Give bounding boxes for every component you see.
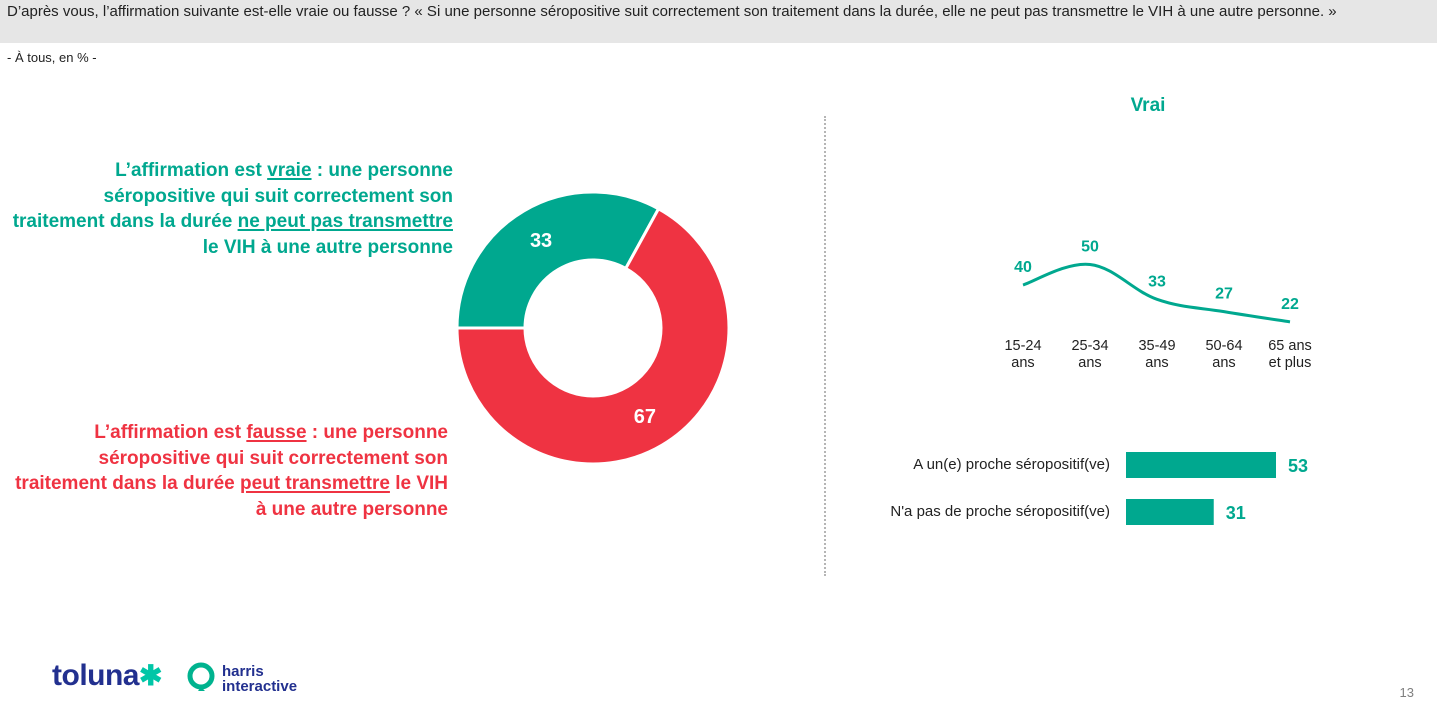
- toluna-logo: toluna✱: [52, 659, 162, 693]
- label-vraie-underline1: vraie: [267, 160, 312, 181]
- question-text: D’après vous, l’affirmation suivante est…: [7, 3, 1337, 20]
- toluna-logo-text: toluna: [52, 659, 140, 692]
- line-value-label: 22: [1281, 296, 1299, 313]
- line-value-label: 33: [1148, 273, 1166, 290]
- harris-logo-line1: harris: [222, 663, 264, 680]
- label-fausse-part3: le VIH à une autre personne: [255, 473, 448, 521]
- bar-value-label: 53: [1288, 456, 1308, 476]
- harris-ring-icon: [187, 662, 215, 691]
- line-x-tick-label: 35-49 ans: [1138, 338, 1175, 371]
- line-chart-title: Vrai: [1130, 95, 1166, 116]
- line-value-label: 27: [1215, 286, 1233, 303]
- label-fausse-part2: : une personne séropositive qui suit cor…: [15, 422, 448, 495]
- donut-value-label: 67: [634, 406, 656, 428]
- label-fausse: L’affirmation est fausse : une personne …: [10, 420, 448, 523]
- donut-slice-fausse: [455, 206, 731, 466]
- bar-value-label: 31: [1226, 503, 1246, 523]
- label-fausse-underline1: fausse: [246, 422, 307, 443]
- line-x-tick-label: 15-24 ans: [1004, 338, 1041, 371]
- line-chart: 40 50 33 27 22 15-24 ans 25-34 ans 35-49 ans 50-64 a…: [1004, 239, 1312, 372]
- harris-logo: harris interactive: [222, 664, 297, 694]
- bar-pas-proche: [1126, 499, 1214, 525]
- asterisk-icon: ✱: [139, 660, 162, 691]
- label-vraie-part2: : une personne séropositive qui suit cor…: [12, 160, 453, 233]
- bar-proche: [1126, 452, 1276, 478]
- section-divider: [824, 116, 826, 576]
- line-x-tick-label: 25-34 ans: [1071, 338, 1108, 371]
- scope-note: - À tous, en % -: [7, 50, 97, 65]
- line-x-tick-label: 50-64 ans: [1205, 338, 1242, 371]
- line-series-vrai: [1022, 262, 1291, 324]
- label-vraie-part3: le VIH à une autre personne: [202, 237, 453, 259]
- bar-label-proche: A un(e) proche séropositif(ve): [913, 456, 1110, 473]
- harris-logo-line2: interactive: [222, 678, 298, 695]
- line-value-label: 50: [1081, 239, 1099, 256]
- label-fausse-part1: L’affirmation est: [94, 422, 247, 443]
- donut-value-label: 33: [530, 230, 552, 252]
- page-number: 13: [1399, 685, 1414, 700]
- label-vraie-underline2: ne peut pas transmettre: [237, 211, 453, 233]
- donut-chart: 33 67: [455, 190, 731, 466]
- label-fausse-underline2: peut transmettre: [240, 473, 390, 495]
- question-banner: [0, 0, 1437, 43]
- line-x-tick-label: 65 ans et plus: [1268, 338, 1312, 371]
- donut-slice-vraie: [455, 190, 661, 330]
- line-value-label: 40: [1014, 259, 1032, 276]
- label-vraie-part1: L’affirmation est: [115, 160, 268, 181]
- label-vraie: L’affirmation est vraie : une personne s…: [10, 158, 453, 261]
- bar-label-pas-proche: N'a pas de proche séropositif(ve): [890, 503, 1110, 520]
- bar-chart: 53 31: [1126, 452, 1308, 525]
